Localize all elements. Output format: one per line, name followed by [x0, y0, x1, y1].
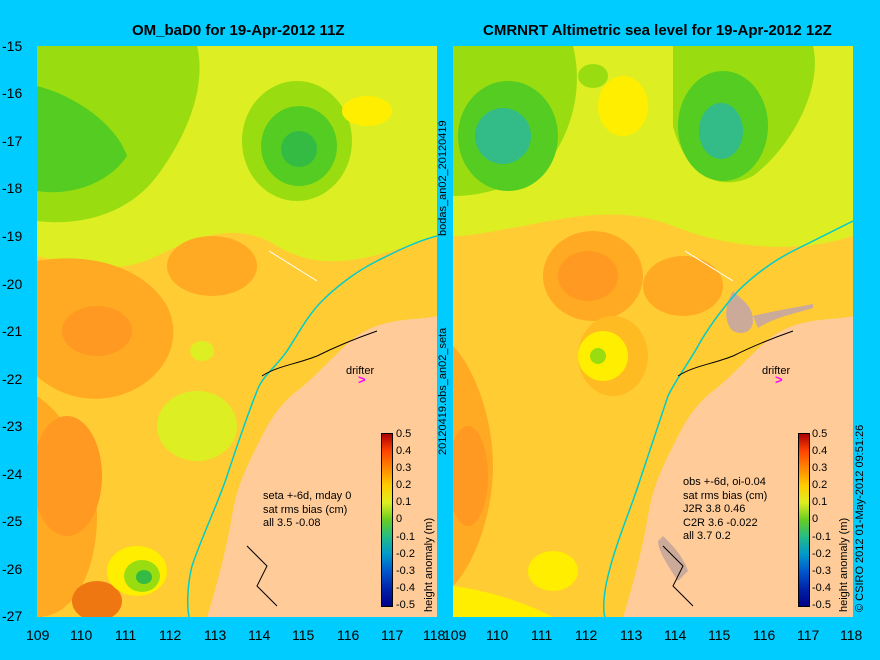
y-tick: -23	[2, 418, 23, 434]
x-tick-right: 110	[486, 627, 509, 643]
right-stats: obs +-6d, oi-0.04 sat rms bias (cm) J2R …	[683, 476, 767, 544]
x-tick-right: 117	[797, 627, 820, 643]
left-map-field	[37, 46, 437, 617]
stats-line: sat rms bias (cm)	[263, 503, 348, 516]
y-tick: -18	[2, 180, 23, 196]
colorbar-label: 0.2	[396, 479, 412, 491]
y-tick: -17	[2, 133, 23, 149]
right-map-title: CMRNRT Altimetric sea level for 19-Apr-2…	[483, 22, 832, 39]
copyright-label: © CSIRO 2012 01-May-2012 09:51:26	[854, 424, 866, 612]
drifter-label-left: drifter	[346, 365, 375, 377]
x-tick-right: 111	[531, 627, 553, 643]
colorbar-label: -0.1	[396, 531, 415, 543]
y-tick: -21	[2, 323, 23, 339]
x-tick-right: 115	[708, 627, 731, 643]
colorbar-title: height anomaly (m)	[838, 517, 850, 612]
x-tick-left: 113	[204, 627, 227, 643]
x-tick-left: 109	[26, 627, 50, 643]
colorbar-left	[381, 433, 393, 607]
drifter-arrow-icon-right: >	[775, 372, 783, 387]
colorbar-label: -0.1	[812, 531, 831, 543]
colorbar-label: 0	[396, 513, 403, 525]
stats-line: C2R 3.6 -0.022	[683, 516, 758, 529]
y-tick: -15	[2, 38, 23, 54]
x-tick-right: 109	[443, 627, 467, 643]
y-tick: -22	[2, 371, 23, 387]
stats-line: all 3.7 0.2	[683, 530, 731, 542]
y-tick: -24	[2, 466, 23, 482]
left-map-panel	[37, 46, 437, 617]
colorbar-label: 0.4	[396, 445, 412, 457]
right-map-panel	[453, 46, 853, 617]
colorbar-label: 0.3	[812, 462, 828, 474]
colorbar-label: -0.5	[812, 599, 831, 611]
colorbar-label: -0.4	[812, 582, 831, 594]
x-tick-left: 116	[337, 627, 360, 643]
colorbar-label: -0.2	[396, 548, 415, 560]
x-tick-left: 118	[423, 627, 446, 643]
colorbar-label: 0.4	[812, 445, 828, 457]
colorbar-label: -0.3	[812, 565, 831, 577]
colorbar-title: height anomaly (m)	[423, 517, 435, 612]
colorbar-label: 0.5	[396, 428, 412, 440]
x-tick-right: 116	[753, 627, 776, 643]
colorbar-label: 0.1	[396, 496, 412, 508]
x-tick-left: 110	[70, 627, 93, 643]
colorbar-label: 0	[812, 513, 819, 525]
stats-line: all 3.5 -0.08	[263, 517, 321, 529]
model-run-label: bodas_an02_20120419	[437, 120, 449, 236]
y-tick: -20	[2, 276, 23, 292]
y-tick: -26	[2, 561, 23, 577]
stats-line: obs +-6d, oi-0.04	[683, 476, 766, 488]
stats-line: seta +-6d, mday 0	[263, 490, 352, 502]
colorbar-label: 0.5	[812, 428, 828, 440]
y-tick: -16	[2, 85, 23, 101]
colorbar-label: 0.1	[812, 496, 828, 508]
x-tick-right: 113	[620, 627, 643, 643]
y-tick: -27	[2, 608, 23, 624]
colorbar-right	[798, 433, 810, 607]
drifter-arrow-icon-left: >	[358, 372, 366, 387]
x-tick-left: 115	[292, 627, 315, 643]
x-tick-right: 112	[575, 627, 598, 643]
x-tick-left: 111	[115, 627, 137, 643]
y-tick: -19	[2, 228, 23, 244]
x-tick-left: 112	[159, 627, 182, 643]
colorbar-label: -0.4	[396, 582, 415, 594]
stats-line: J2R 3.8 0.46	[683, 503, 746, 515]
stats-line: sat rms bias (cm)	[683, 489, 768, 502]
colorbar-label: 0.3	[396, 462, 412, 474]
left-stats: seta +-6d, mday 0 sat rms bias (cm) all …	[263, 490, 351, 531]
colorbar-label: -0.3	[396, 565, 415, 577]
left-map-title: OM_baD0 for 19-Apr-2012 11Z	[132, 22, 345, 39]
x-tick-left: 114	[248, 627, 271, 643]
right-map-field	[453, 46, 853, 617]
colorbar-label: -0.2	[812, 548, 831, 560]
colorbar-label: -0.5	[396, 599, 415, 611]
obs-file-label: 20120419.obs_an02_seta	[437, 327, 449, 455]
colorbar-label: 0.2	[812, 479, 828, 491]
y-tick: -25	[2, 513, 23, 529]
drifter-label-right: drifter	[762, 365, 791, 377]
x-tick-right: 114	[664, 627, 687, 643]
x-tick-left: 117	[381, 627, 404, 643]
x-tick-right: 118	[840, 627, 863, 643]
